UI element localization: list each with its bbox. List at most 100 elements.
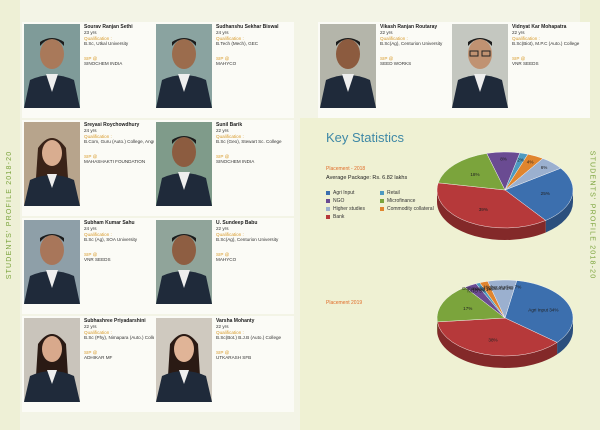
legend-label: Microfinance — [387, 198, 416, 204]
student-sip: MAHYCO — [216, 61, 237, 67]
student-sip: SINOCHEM INDIA — [84, 61, 123, 67]
profile-card: Subhashree Priyadarshini 22 yrs Qualific… — [22, 316, 162, 412]
qualification-label: Qualification : — [84, 329, 112, 335]
student-photo — [156, 220, 212, 304]
legend-swatch — [380, 198, 384, 203]
left-spine: STUDENTS' PROFILE 2018-20 — [0, 0, 20, 430]
student-photo — [24, 24, 80, 108]
qualification-label: Qualification : — [84, 35, 112, 41]
pie-slice-label: 25% — [541, 191, 550, 196]
legend-label: Retail — [387, 190, 400, 196]
legend-label: Bank — [333, 214, 345, 220]
profile-card: Sreyasi Roychowdhury 24 yrs Qualificatio… — [22, 120, 162, 216]
legend-item: Commodity collateral — [380, 206, 434, 212]
sip-label: SIP @ — [216, 349, 230, 355]
pie-slice — [437, 317, 558, 357]
key-statistics-title: Key Statistics — [326, 130, 405, 145]
student-photo — [156, 318, 212, 402]
placement-2018-pie: 25% 39% 18% 8% 2% 4% 6% — [436, 151, 574, 240]
qualification-label: Qualification : — [216, 231, 244, 237]
right-page: STUDENTS' PROFILE 2018-20 Vikash Ranjan … — [300, 0, 600, 430]
student-name: Varsha Mohanty — [216, 318, 255, 324]
student-qualification: B.Com, Guru (Auto.) College, Angul — [84, 139, 157, 145]
profile-card: Subham Kumar Sahu 24 yrs Qualification :… — [22, 218, 162, 314]
legend-swatch — [326, 214, 330, 219]
student-qualification: B.Sc (Geo), Stewart Sc. College — [216, 139, 282, 145]
legend-label: Higher studies — [333, 206, 365, 212]
placement-2018-label: Placement - 2018 — [326, 166, 366, 172]
pie-slice — [504, 158, 562, 191]
average-package: Average Package: Rs. 6.82 lakhs — [326, 175, 408, 181]
pie-slice-label: 6% — [541, 165, 548, 170]
student-qualification: B.Sc(Bot.) B.J.B (Auto.) College — [216, 335, 282, 341]
student-photo — [452, 24, 508, 108]
sip-label: SIP @ — [84, 251, 98, 257]
student-photo — [24, 318, 80, 402]
pie-slice-label: 38% — [488, 337, 497, 342]
left-page: STUDENTS' PROFILE 2018-20 Sourav Ranjan … — [0, 0, 294, 430]
placement-2019-label: Placement 2019 — [326, 300, 363, 306]
qualification-label: Qualification : — [380, 35, 408, 41]
student-photo — [156, 122, 212, 206]
profile-card: Vidnyat Kar Mohapatra 22 yrs Qualificati… — [450, 22, 590, 118]
qualification-label: Qualification : — [84, 133, 112, 139]
profile-card: Sourav Ranjan Sethi 23 yrs Qualification… — [22, 22, 162, 118]
profile-card: Varsha Mohanty 22 yrs Qualification : B.… — [154, 316, 294, 412]
pie-slice-label: Agri Input 34% — [528, 308, 558, 313]
legend-item: Higher studies — [326, 206, 380, 212]
pie-slice-label: Commodity collateral 2% — [462, 286, 513, 291]
legend-item: Agri Input — [326, 190, 380, 196]
pie-slice — [487, 279, 518, 319]
sip-label: SIP @ — [380, 55, 394, 61]
student-photo — [320, 24, 376, 108]
qualification-label: Qualification : — [216, 35, 244, 41]
pie-slice-side — [437, 190, 546, 240]
sip-label: SIP @ — [216, 251, 230, 257]
student-age: 22 yrs — [216, 226, 229, 232]
pie-slice — [504, 167, 574, 221]
pie-slice-side — [545, 190, 573, 233]
legend-item: Bank — [326, 214, 380, 220]
sip-label: SIP @ — [216, 55, 230, 61]
student-qualification: B.Tech (Mech), GEC — [216, 41, 259, 47]
profile-card: U. Sundeep Babu 22 yrs Qualification : B… — [154, 218, 294, 314]
pie-slice — [436, 182, 547, 229]
pie-slice-label: 17% — [463, 306, 472, 311]
student-sip: MAHYCO — [216, 257, 237, 263]
student-age: 22 yrs — [216, 128, 229, 134]
pie-slice-label: 18% — [470, 172, 479, 177]
sip-label: SIP @ — [84, 153, 98, 159]
legend-swatch — [326, 198, 330, 203]
spine-title-right: STUDENTS' PROFILE 2018-20 — [589, 150, 596, 280]
spine-title-left: STUDENTS' PROFILE 2018-20 — [6, 150, 13, 280]
student-name: Sourav Ranjan Sethi — [84, 24, 133, 30]
legend-label: Commodity collateral — [387, 206, 434, 212]
legend-swatch — [326, 190, 330, 195]
student-sip: VNR SEEDS — [512, 61, 539, 67]
sip-label: SIP @ — [84, 55, 98, 61]
legend-item: NGO — [326, 198, 380, 204]
student-sip: UTKARASH SFB — [216, 355, 252, 361]
student-name: Subhashree Priyadarshini — [84, 318, 146, 324]
student-name: Vidnyat Kar Mohapatra — [512, 24, 567, 30]
pie-slice — [436, 286, 506, 323]
student-sip: MAHASHAKTI FOUNDATION — [84, 159, 146, 165]
student-age: 24 yrs — [216, 30, 229, 36]
student-sip: SEED WORKS — [380, 61, 412, 67]
student-qualification: B.Sc(Biot), M.P.C (Auto.) College — [512, 41, 580, 47]
student-sip: SINOCHEM INDIA — [216, 159, 255, 165]
legend-label: NGO — [333, 198, 345, 204]
pie-slice-side — [437, 321, 558, 368]
pie-slice-label: 4% — [527, 160, 534, 165]
pie-slice — [437, 153, 506, 191]
legend-swatch — [380, 206, 384, 211]
student-age: 24 yrs — [84, 128, 97, 134]
placement-2019-pie: Agri Input 34% 38% 17% NGO 3%Retail 1%Commo… — [436, 279, 574, 368]
pie-slice — [504, 280, 574, 343]
student-photo — [156, 24, 212, 108]
student-age: 24 yrs — [84, 226, 97, 232]
pie-slice-label: 8% — [500, 156, 507, 161]
student-name: U. Sundeep Babu — [216, 220, 258, 226]
qualification-label: Qualification : — [216, 133, 244, 139]
legend-label: Agri Input — [333, 190, 355, 196]
